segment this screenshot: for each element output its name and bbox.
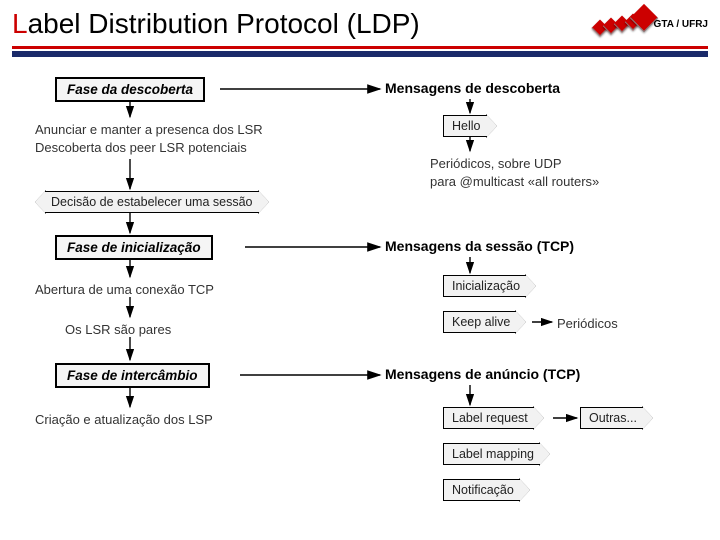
phase2-label: Fase de inicialização bbox=[67, 240, 201, 255]
phase1-desc-l2: Descoberta dos peer LSR potenciais bbox=[35, 139, 263, 157]
phase1-desc: Anunciar e manter a presenca dos LSR Des… bbox=[35, 121, 263, 156]
phase1-desc-l1: Anunciar e manter a presenca dos LSR bbox=[35, 121, 263, 139]
discovery-desc-l1: Periódicos, sobre UDP bbox=[430, 155, 599, 173]
phase-box-exchange: Fase de intercâmbio bbox=[55, 363, 210, 388]
discovery-desc: Periódicos, sobre UDP para @multicast «a… bbox=[430, 155, 599, 190]
tag-hello: Hello bbox=[443, 115, 497, 137]
page-title: Label Distribution Protocol (LDP) bbox=[12, 8, 592, 40]
phase1-label: Fase da descoberta bbox=[67, 82, 193, 97]
tag-notification-label: Notificação bbox=[443, 479, 520, 501]
tag-labelmapping: Label mapping bbox=[443, 443, 550, 465]
periodic-label: Periódicos bbox=[557, 315, 618, 333]
logo: GTA / UFRJ bbox=[592, 10, 708, 38]
tag-notification: Notificação bbox=[443, 479, 530, 501]
phase-box-discovery: Fase da descoberta bbox=[55, 77, 205, 102]
phase3-label: Fase de intercâmbio bbox=[67, 368, 198, 383]
decision-label: Decisão de estabelecer uma sessão bbox=[45, 191, 259, 213]
divider-blue bbox=[12, 51, 708, 57]
msg-header-announce: Mensagens de anúncio (TCP) bbox=[385, 366, 580, 382]
header: Label Distribution Protocol (LDP) GTA / … bbox=[0, 0, 720, 40]
tag-labelrequest-label: Label request bbox=[443, 407, 534, 429]
tag-labelrequest: Label request bbox=[443, 407, 544, 429]
logo-icon bbox=[592, 10, 648, 38]
phase-box-init: Fase de inicialização bbox=[55, 235, 213, 260]
title-first-char: L bbox=[12, 8, 28, 39]
tag-outras-label: Outras... bbox=[580, 407, 643, 429]
tag-init: Inicialização bbox=[443, 275, 536, 297]
tag-labelmapping-label: Label mapping bbox=[443, 443, 540, 465]
discovery-desc-l2: para @multicast «all routers» bbox=[430, 173, 599, 191]
msg-header-session: Mensagens da sessão (TCP) bbox=[385, 238, 574, 254]
tag-init-label: Inicialização bbox=[443, 275, 526, 297]
title-rest: abel Distribution Protocol (LDP) bbox=[28, 8, 420, 39]
tag-hello-label: Hello bbox=[443, 115, 487, 137]
divider-red bbox=[12, 46, 708, 49]
org-label: GTA / UFRJ bbox=[654, 19, 708, 30]
tag-keepalive-label: Keep alive bbox=[443, 311, 516, 333]
tag-keepalive: Keep alive bbox=[443, 311, 526, 333]
phase3-desc1: Criação e atualização dos LSP bbox=[35, 411, 213, 429]
diagram: Fase da descoberta Anunciar e manter a p… bbox=[35, 75, 685, 515]
decision-box: Decisão de estabelecer uma sessão bbox=[35, 191, 269, 213]
phase2-desc2: Os LSR são pares bbox=[65, 321, 171, 339]
phase2-desc1: Abertura de uma conexão TCP bbox=[35, 281, 214, 299]
msg-header-discovery: Mensagens de descoberta bbox=[385, 80, 560, 96]
tag-outras: Outras... bbox=[580, 407, 653, 429]
